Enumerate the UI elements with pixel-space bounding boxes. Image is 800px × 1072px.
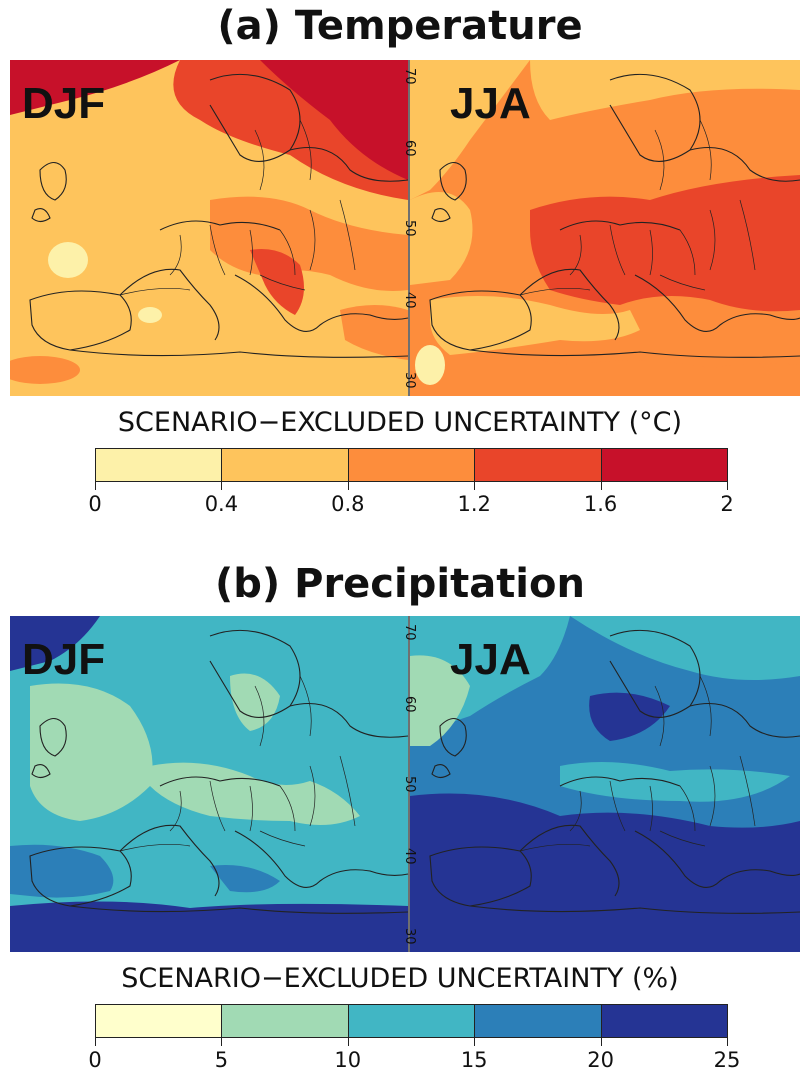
colorbar-tick [600, 482, 602, 490]
map-jja-precipitation [410, 616, 800, 952]
region-temp-djf-north [260, 60, 408, 180]
region-temp-jja-low [415, 345, 445, 385]
colorbar-tick [727, 1038, 728, 1046]
lat-label: 70 [402, 624, 417, 641]
map-djf-precipitation [10, 616, 409, 952]
colorbar-bin [475, 449, 602, 481]
coastlines-jja-precip [429, 629, 800, 914]
region-precip-jja-north [570, 616, 800, 680]
region-precip-djf-africa [10, 901, 408, 952]
colorbar-bin [348, 449, 476, 481]
colorbar-tick [347, 482, 349, 490]
colorbar-tick-label: 0 [88, 492, 102, 516]
colorbar-tick-label: 10 [334, 1048, 362, 1072]
colorbar-tick [474, 1038, 476, 1046]
borders-djf-temp [119, 119, 356, 296]
lat-label: 50 [402, 776, 417, 793]
coastlines-djf-temp [29, 73, 409, 358]
lat-label: 60 [402, 140, 417, 157]
colorbar-precipitation [95, 1004, 728, 1038]
colorbar-tick-label: 1.6 [583, 492, 618, 516]
colorbar-tick [727, 482, 728, 490]
colorbar-tick-label: 15 [460, 1048, 488, 1072]
region-precip-jja-central [560, 762, 790, 802]
region-precip-djf-iberia [10, 844, 114, 898]
borders-djf-precip [119, 675, 356, 852]
lat-labels-temp: 70 60 50 40 30 [402, 68, 417, 389]
colorbar-tick [221, 482, 223, 490]
colorbar-bin [96, 449, 223, 481]
region-precip-djf-arctic [10, 616, 100, 671]
lat-label: 50 [402, 220, 417, 237]
region-precip-djf-central [150, 762, 360, 825]
region-precip-djf-med [210, 865, 280, 893]
colorbar-label-precipitation: SCENARIO−EXCLUDED UNCERTAINTY (%) [121, 963, 679, 994]
colorbar-bin [601, 449, 728, 481]
borders-jja-temp [519, 119, 756, 296]
lat-label: 70 [402, 68, 417, 85]
colorbar-tick [95, 1038, 96, 1046]
colorbar-bin [601, 1005, 728, 1037]
season-label-djf: DJF [22, 79, 106, 128]
colorbar-bin [96, 1005, 223, 1037]
region-temp-djf-africa [10, 350, 408, 396]
temperature-maps: 70 60 50 40 30 DJF JJA [10, 60, 800, 396]
lat-label: 40 [402, 292, 417, 309]
colorbar-tick [600, 1038, 602, 1046]
panel-title-temperature: (a) Temperature [217, 3, 583, 49]
colorbar-tick-label: 0.8 [331, 492, 365, 516]
colorbar-tick-label: 0 [88, 1048, 102, 1072]
coastlines-djf-precip [29, 629, 409, 914]
colorbar-tick-label: 1.2 [457, 492, 491, 516]
coastlines-jja-temp [429, 73, 800, 358]
colorbar-bin [348, 1005, 476, 1037]
colorbar-temperature [95, 448, 728, 482]
colorbar-bin [222, 449, 349, 481]
season-label-jja: JJA [450, 79, 531, 128]
colorbar-tick [95, 482, 96, 490]
lat-labels-precip: 70 60 50 40 30 [402, 624, 417, 945]
temperature-map-svg: 70 60 50 40 30 [10, 60, 800, 396]
colorbar-label-temperature: SCENARIO−EXCLUDED UNCERTAINTY (°C) [117, 407, 683, 438]
region-temp-djf-anatolia [340, 305, 408, 360]
map-djf-temperature [10, 60, 409, 396]
colorbar-bin [475, 1005, 602, 1037]
colorbar-bin [222, 1005, 349, 1037]
precipitation-map-svg: 70 60 50 40 30 [10, 616, 800, 952]
season-label-jja: JJA [450, 635, 531, 684]
map-jja-temperature [410, 60, 800, 396]
region-precip-jja-baltic [589, 692, 670, 741]
colorbar-tick-label: 20 [587, 1048, 614, 1072]
precipitation-maps: 70 60 50 40 30 DJF JJA [10, 616, 800, 952]
region-temp-djf-arctic [10, 60, 180, 115]
lat-label: 30 [402, 928, 417, 945]
panel-title-precipitation: (b) Precipitation [215, 561, 585, 607]
colorbar-tick-label: 0.4 [204, 492, 239, 516]
lat-label: 30 [402, 372, 417, 389]
borders-jja-precip [519, 675, 756, 852]
colorbar-tick [474, 482, 476, 490]
lat-label: 60 [402, 696, 417, 713]
colorbar-tick-label: 25 [713, 1048, 741, 1072]
region-temp-jja-central [530, 175, 800, 312]
region-temp-jja-med [430, 296, 640, 355]
region-temp-jja-atlantic [410, 60, 530, 200]
colorbar-tick [347, 1038, 349, 1046]
region-temp-djf-low-2 [138, 307, 162, 323]
region-temp-jja-west [410, 192, 473, 285]
colorbar-tick-label: 5 [214, 1048, 229, 1072]
region-precip-jja-atl-light [410, 655, 470, 746]
colorbar-tick-label: 2 [720, 492, 734, 516]
colorbar-tick [221, 1038, 223, 1046]
region-temp-jja-africa [410, 356, 800, 396]
season-label-djf: DJF [22, 635, 106, 684]
region-precip-djf-atlantic [30, 683, 153, 821]
region-temp-jja-north [530, 60, 800, 120]
region-temp-djf-atlas [10, 356, 80, 384]
region-temp-djf-iberia-low [48, 242, 88, 278]
lat-label: 40 [402, 848, 417, 865]
